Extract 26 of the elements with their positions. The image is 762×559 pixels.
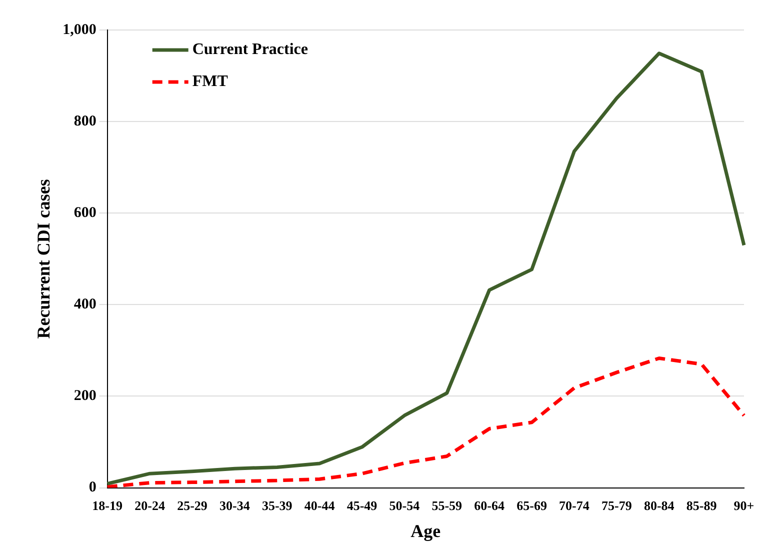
x-tick-label: 30-34 (220, 498, 250, 513)
x-tick-label: 75-79 (602, 498, 632, 513)
x-tick-label: 35-39 (262, 498, 293, 513)
x-tick-label: 65-69 (516, 498, 548, 513)
x-tick-label: 25-29 (177, 498, 208, 513)
x-tick-label: 70-74 (559, 498, 590, 513)
y-tick-label: 200 (74, 388, 96, 404)
x-tick-label: 85-89 (686, 498, 718, 513)
x-tick-label: 55-59 (432, 498, 463, 513)
x-tick-label: 40-44 (304, 498, 336, 513)
legend-label: Current Practice (192, 41, 308, 58)
y-tick-label: 0 (88, 480, 96, 496)
x-tick-label: 60-64 (474, 498, 505, 513)
y-tick-label: 400 (74, 296, 96, 313)
x-tick-label: 20-24 (134, 498, 166, 513)
y-axis-title: Recurrent CDI cases (33, 179, 54, 339)
x-tick-label: 45-49 (346, 498, 378, 513)
y-tick-label: 600 (74, 204, 96, 221)
x-tick-label: 80-84 (644, 498, 675, 513)
x-tick-label: 90+ (734, 498, 754, 513)
x-tick-label: 50-54 (389, 498, 420, 513)
x-axis-title: Age (410, 520, 441, 541)
legend-label: FMT (192, 73, 228, 90)
y-tick-label: 1,000 (62, 22, 96, 38)
x-tick-label: 18-19 (92, 498, 124, 513)
y-tick-label: 800 (74, 113, 96, 130)
